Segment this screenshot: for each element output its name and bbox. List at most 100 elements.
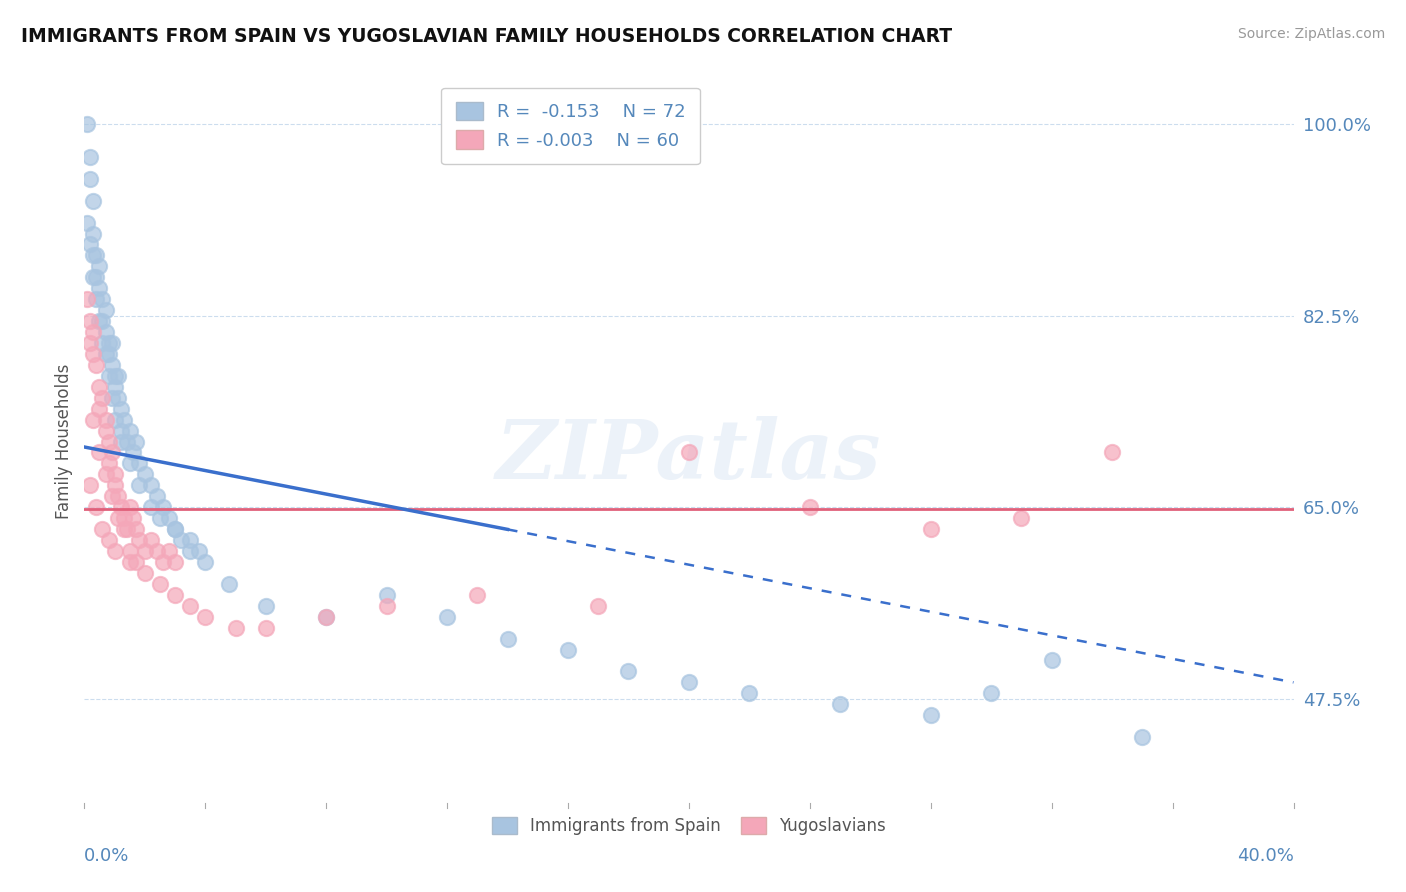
Point [149,577,172,591]
Point [980,686,1002,700]
Point [194,609,217,624]
Point [1101,445,1123,459]
Point [165,555,187,569]
Point [118,555,141,569]
Point [225,621,247,635]
Point [588,599,610,613]
Point [496,632,519,646]
Point [112,522,135,536]
Point [104,380,127,394]
Point [89,281,111,295]
Point [97,347,120,361]
Point [557,642,579,657]
Point [100,489,122,503]
Point [86,248,108,262]
Point [91,292,114,306]
Point [165,522,187,536]
Point [97,457,120,471]
Point [139,500,162,515]
Point [115,522,138,536]
Point [107,368,129,383]
Point [125,434,148,449]
Point [1011,511,1033,525]
Point [1130,730,1153,744]
Point [79,171,101,186]
Point [97,336,120,351]
Text: IMMIGRANTS FROM SPAIN VS YUGOSLAVIAN FAMILY HOUSEHOLDS CORRELATION CHART: IMMIGRANTS FROM SPAIN VS YUGOSLAVIAN FAM… [21,27,952,45]
Point [121,445,143,459]
Point [125,555,148,569]
Point [157,544,180,558]
Point [89,260,111,274]
Point [375,588,398,602]
Point [134,566,156,580]
Point [100,358,122,372]
Point [617,665,640,679]
Point [91,314,114,328]
Point [738,686,761,700]
Point [79,237,101,252]
Point [157,511,180,525]
Point [82,325,104,339]
Point [86,270,108,285]
Point [107,489,129,503]
Point [467,588,489,602]
Point [315,609,337,624]
Point [97,368,120,383]
Point [86,292,108,306]
Point [678,445,700,459]
Point [91,522,114,536]
Point [100,445,122,459]
Point [82,347,104,361]
Point [86,500,108,515]
Point [134,544,156,558]
Point [89,314,111,328]
Point [86,358,108,372]
Legend: Immigrants from Spain, Yugoslavians: Immigrants from Spain, Yugoslavians [485,810,893,841]
Point [82,248,104,262]
Point [194,555,217,569]
Text: 40.0%: 40.0% [1237,847,1294,865]
Point [100,336,122,351]
Point [82,270,104,285]
Point [165,588,187,602]
Point [94,424,117,438]
Point [94,303,117,318]
Point [179,533,201,547]
Point [82,412,104,426]
Point [920,708,942,723]
Point [188,544,211,558]
Point [436,609,458,624]
Point [94,325,117,339]
Point [134,467,156,482]
Point [76,117,98,131]
Point [104,412,127,426]
Point [165,522,187,536]
Point [89,445,111,459]
Point [678,675,700,690]
Point [97,533,120,547]
Text: ZIPatlas: ZIPatlas [496,416,882,496]
Point [110,434,132,449]
Point [179,544,201,558]
Point [94,412,117,426]
Point [830,698,852,712]
Point [91,391,114,405]
Point [315,609,337,624]
Text: 0.0%: 0.0% [84,847,129,865]
Point [89,401,111,416]
Point [128,457,150,471]
Point [799,500,821,515]
Point [79,478,101,492]
Point [110,500,132,515]
Point [94,347,117,361]
Point [112,511,135,525]
Point [152,500,174,515]
Point [104,544,127,558]
Point [104,467,127,482]
Point [125,522,148,536]
Point [107,511,129,525]
Point [128,533,150,547]
Point [254,621,277,635]
Point [82,227,104,241]
